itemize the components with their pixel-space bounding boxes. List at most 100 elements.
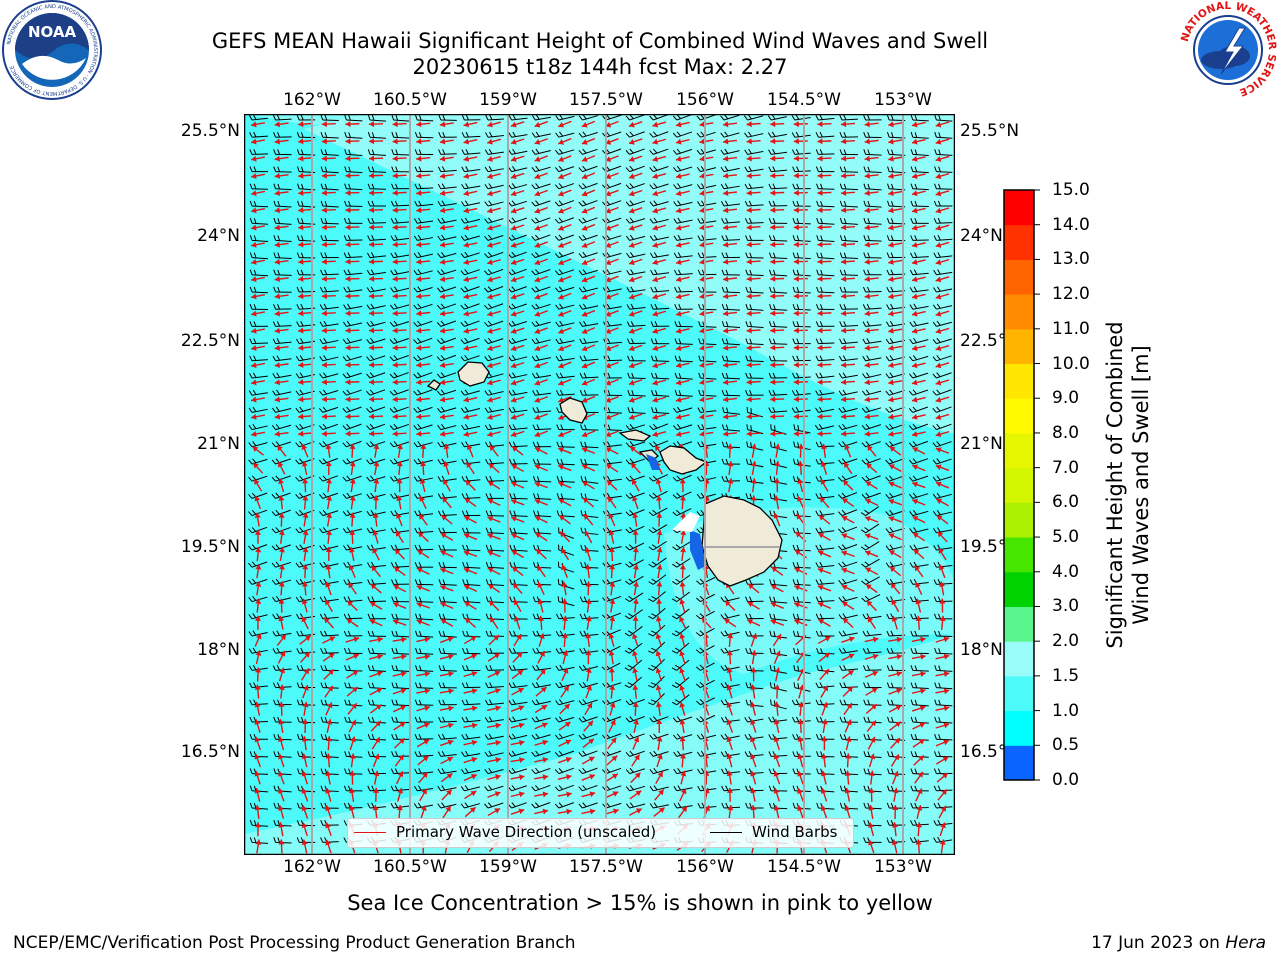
wind-barb [438,510,457,517]
wind-barb [508,441,528,448]
wind-barb [815,149,835,155]
wind-barb [367,200,387,207]
wind-barb [484,200,504,207]
wind-barb [910,166,929,174]
wind-barb [485,544,505,552]
wind-barb [390,234,410,241]
wind-barb [932,303,953,310]
wind-barb [648,574,667,585]
wind-barb [815,114,835,121]
map-subtitle: 20230615 t18z 144h fcst Max: 2.27 [412,55,788,79]
wind-barb [272,372,292,379]
wind-barb [674,389,693,397]
wind-barb [934,131,953,139]
wind-barb [484,148,504,155]
wind-barb [389,372,409,379]
wind-barb [792,166,811,173]
lon-tick-bottom: 154.5°W [767,857,841,877]
wind-barb [885,492,905,499]
wind-barb [531,320,551,327]
colorbar-segment [1004,745,1034,781]
wind-barb [342,337,363,345]
wind-barb [390,269,410,276]
wind-barb [249,183,269,190]
wind-barb [863,200,882,208]
wind-barb [366,406,386,413]
wind-barb [861,389,882,396]
wind-barb [649,114,669,121]
wind-barb [273,235,292,242]
wind-barb [391,166,410,173]
wind-barb [249,372,268,379]
wind-barb [744,148,764,155]
wind-barb [625,509,645,517]
colorbar-label-line2: Wind Waves and Swell [m] [1129,345,1153,625]
wind-barb [744,131,764,138]
wind-barb [413,303,433,310]
wind-barb [580,561,599,569]
wind-barb [462,579,481,586]
wind-barb [578,200,598,207]
wind-barb [745,372,764,379]
wind-barb [673,252,693,259]
wind-barb [838,544,858,551]
wind-barb [485,114,504,121]
wind-barb [413,234,434,241]
wind-barb [626,338,646,345]
wind-barb [651,389,670,397]
wind-barb [578,165,598,173]
wind-barb [839,183,859,191]
colorbar-tick: 1.5 [1052,665,1080,686]
wind-barb [839,131,859,138]
wind-barb [531,200,551,207]
wind-barb [815,561,835,568]
wind-barb [932,389,952,396]
wind-barb [461,183,481,190]
wind-barb [863,183,882,191]
wind-barb [556,441,575,448]
wind-barb [721,424,740,432]
wind-barb [249,355,268,362]
wind-barb [885,440,905,448]
wind-barb [390,200,410,207]
wind-barb [792,217,811,225]
wind-barb [580,424,599,431]
wind-barb [792,321,811,328]
wind-barb [625,559,644,568]
wind-barb [627,372,646,379]
lat-tick-left: 19.5°N [180,537,240,557]
wind-barb [533,527,552,535]
wind-barb [791,114,811,121]
wind-barb [248,406,268,413]
wind-barb [414,200,434,207]
wind-barb [696,165,717,173]
colorbar-tick: 12.0 [1052,284,1090,305]
wind-barb [273,252,292,259]
wind-barb [438,114,457,121]
wind-barb [932,458,952,465]
wind-barb [815,338,835,345]
wind-barb [839,321,859,327]
lat-tick-left: 24°N [197,226,240,246]
wind-barb [672,491,692,499]
wind-barb [413,320,433,327]
wind-barb [791,389,811,396]
wind-barb [837,474,858,482]
wind-barb [319,372,339,379]
wind-barb [910,183,929,191]
wind-barb [672,508,692,517]
wind-barb [509,476,528,482]
wind-barb [414,561,434,568]
wind-barb [839,338,858,345]
wind-barb [461,114,481,121]
wind-barb [436,320,457,327]
wind-barb [413,406,433,413]
colorbar-segment [1004,259,1034,295]
colorbar-tick: 2.0 [1052,631,1080,652]
wind-barb [674,304,693,310]
wind-barb [533,510,552,518]
wind-barb [389,458,410,465]
wind-barb [555,131,575,138]
wind-barb [366,355,386,362]
wind-barb [933,235,953,241]
